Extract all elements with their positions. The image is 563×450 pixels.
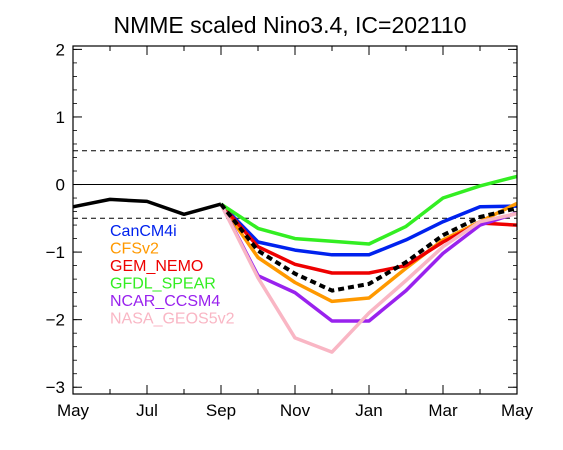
x-tick-label: May — [57, 401, 90, 420]
y-tick-label: −2 — [46, 311, 65, 330]
legend-item-nasa-geos5v2: NASA_GEOS5v2 — [110, 311, 235, 328]
y-tick-label: −3 — [46, 378, 65, 397]
legend: CanCM4iCFSv2GEM_NEMOGFDL_SPEARNCAR_CCSM4… — [110, 223, 235, 328]
chart-title: NMME scaled Nino3.4, IC=202110 — [113, 12, 466, 38]
legend-item-ncar-ccsm4: NCAR_CCSM4 — [110, 293, 220, 310]
series-line-ensemble-mean — [219, 202, 518, 293]
legend-item-gem-nemo: GEM_NEMO — [110, 258, 203, 275]
y-tick-label: 2 — [56, 40, 65, 59]
plot-area — [72, 150, 518, 354]
series-line-observed — [72, 197, 222, 217]
series-line-cancm4i — [219, 202, 518, 257]
series-line-nasa-geos5v2 — [219, 203, 518, 354]
legend-item-gfdl-spear: GFDL_SPEAR — [110, 276, 216, 293]
x-tick-label: Jul — [136, 401, 158, 420]
x-tick-label: Mar — [428, 401, 458, 420]
legend-item-cancm4i: CanCM4i — [110, 223, 177, 240]
x-tick-label: May — [501, 401, 534, 420]
series-line-gfdl-spear — [220, 174, 518, 246]
legend-item-cfsv2: CFSv2 — [110, 241, 159, 258]
x-tick-label: Jan — [355, 401, 382, 420]
x-tick-label: Sep — [206, 401, 236, 420]
x-tick-label: Nov — [280, 401, 311, 420]
axes: −3 −2 −1 0 1 2 May Jul Sep Nov Jan Mar May — [46, 40, 534, 420]
y-tick-label: 0 — [56, 176, 65, 195]
y-tick-label: 1 — [56, 108, 65, 127]
series-line-ncar-ccsm4 — [219, 203, 518, 323]
y-tick-label: −1 — [46, 243, 65, 262]
